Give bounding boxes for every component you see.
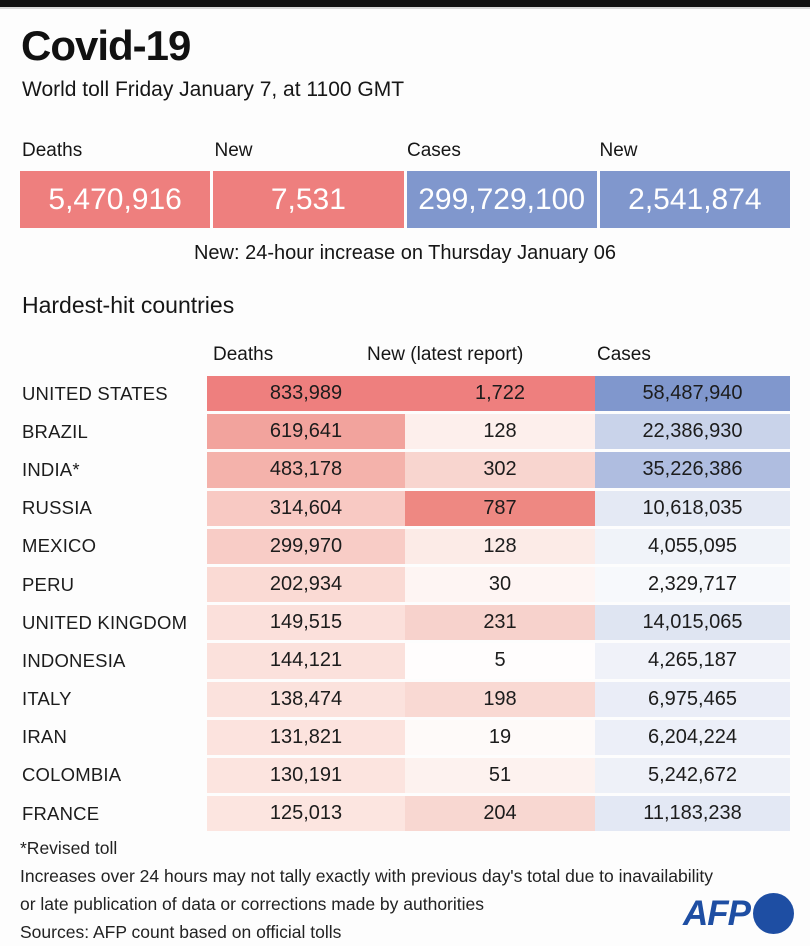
footnote-revised: *Revised toll	[20, 838, 118, 858]
cases-cell: 6,975,465	[595, 681, 790, 717]
deaths-cell: 144,121	[207, 643, 405, 679]
cases-cell: 22,386,930	[595, 414, 790, 450]
summary-labels: Deaths New Cases New	[20, 140, 790, 162]
table-header-cases: Cases	[597, 344, 651, 365]
page-title: Covid-19	[21, 22, 191, 69]
footnote-line-2: or late publication of data or correctio…	[20, 894, 485, 914]
table-header-new: New (latest report)	[367, 344, 524, 365]
country-label: INDONESIA	[22, 649, 126, 671]
cases-cell: 4,265,187	[595, 643, 790, 679]
footnote-line-1: Increases over 24 hours may not tally ex…	[20, 866, 713, 886]
summary-label: Cases	[407, 140, 461, 161]
cases-cell: 11,183,238	[595, 796, 790, 832]
deaths-cell: 833,989	[207, 376, 405, 412]
country-label: UNITED KINGDOM	[22, 611, 188, 633]
summary-box: 2,541,874	[599, 171, 790, 228]
summary-value: 299,729,100	[418, 182, 586, 216]
country-label: PERU	[22, 573, 75, 595]
summary-label: New	[599, 140, 638, 161]
summary-label: Deaths	[22, 140, 83, 161]
deaths-cell: 138,474	[207, 681, 405, 717]
summary-box: 5,470,916	[20, 171, 211, 228]
deaths-cell: 202,934	[207, 566, 405, 603]
new-cell: 231	[405, 605, 595, 641]
country-label: UNITED STATES	[22, 382, 168, 404]
cases-cell: 2,329,717	[595, 566, 790, 603]
country-label: FRANCE	[22, 802, 100, 824]
cases-cell: 10,618,035	[595, 490, 790, 526]
cases-cell: 4,055,095	[595, 528, 790, 564]
afp-logo: AFP	[683, 893, 794, 934]
table-header-deaths: Deaths	[213, 344, 274, 365]
country-label: MEXICO	[22, 535, 97, 557]
top-bar	[0, 0, 810, 9]
footnotes: *Revised toll Increases over 24 hours ma…	[20, 834, 713, 946]
deaths-cell: 130,191	[207, 757, 405, 794]
afp-logo-text: AFP	[683, 893, 751, 933]
new-cell: 198	[405, 681, 595, 717]
new-cell: 1,722	[405, 376, 595, 412]
new-cell: 204	[405, 796, 595, 832]
countries-table-body: UNITED STATES 833,989 1,722 58,487,940 BRAZI…	[20, 376, 790, 832]
country-label: BRAZIL	[22, 420, 88, 442]
new-cell: 19	[405, 719, 595, 755]
new-cell: 128	[405, 414, 595, 450]
cases-cell: 14,015,065	[595, 605, 790, 641]
new-cell: 787	[405, 490, 595, 526]
afp-globe-icon	[753, 893, 794, 934]
sources-line: Sources: AFP count based on official tol…	[20, 922, 342, 942]
summary-value: 5,470,916	[48, 182, 182, 216]
cases-cell: 5,242,672	[595, 757, 790, 794]
new-cell: 51	[405, 757, 595, 794]
summary-box: 299,729,100	[406, 171, 597, 228]
summary-value: 7,531	[270, 182, 346, 216]
deaths-cell: 131,821	[207, 719, 405, 755]
country-label: COLOMBIA	[22, 764, 122, 786]
cases-cell: 58,487,940	[595, 376, 790, 412]
new-cell: 30	[405, 566, 595, 603]
new-cell: 128	[405, 528, 595, 564]
deaths-cell: 125,013	[207, 796, 405, 832]
summary-label: New	[214, 140, 253, 161]
new-cell: 5	[405, 643, 595, 679]
deaths-cell: 149,515	[207, 605, 405, 641]
country-label: IRAN	[22, 726, 67, 748]
section-title: Hardest-hit countries	[22, 292, 235, 318]
cases-cell: 35,226,386	[595, 452, 790, 488]
summary-boxes: 5,470,916 7,531 299,729,100 2,541,874	[20, 171, 790, 228]
country-label: ITALY	[22, 688, 72, 710]
page-subtitle: World toll Friday January 7, at 1100 GMT	[22, 78, 405, 101]
deaths-cell: 619,641	[207, 414, 405, 450]
country-label: RUSSIA	[22, 497, 93, 519]
new-cell: 302	[405, 452, 595, 488]
deaths-cell: 314,604	[207, 490, 405, 526]
country-label: INDIA*	[22, 458, 80, 480]
deaths-cell: 483,178	[207, 452, 405, 488]
cases-cell: 6,204,224	[595, 719, 790, 755]
deaths-cell: 299,970	[207, 528, 405, 564]
summary-box: 7,531	[213, 171, 404, 228]
summary-value: 2,541,874	[628, 182, 762, 216]
summary-note: New: 24-hour increase on Thursday Januar…	[193, 242, 617, 264]
